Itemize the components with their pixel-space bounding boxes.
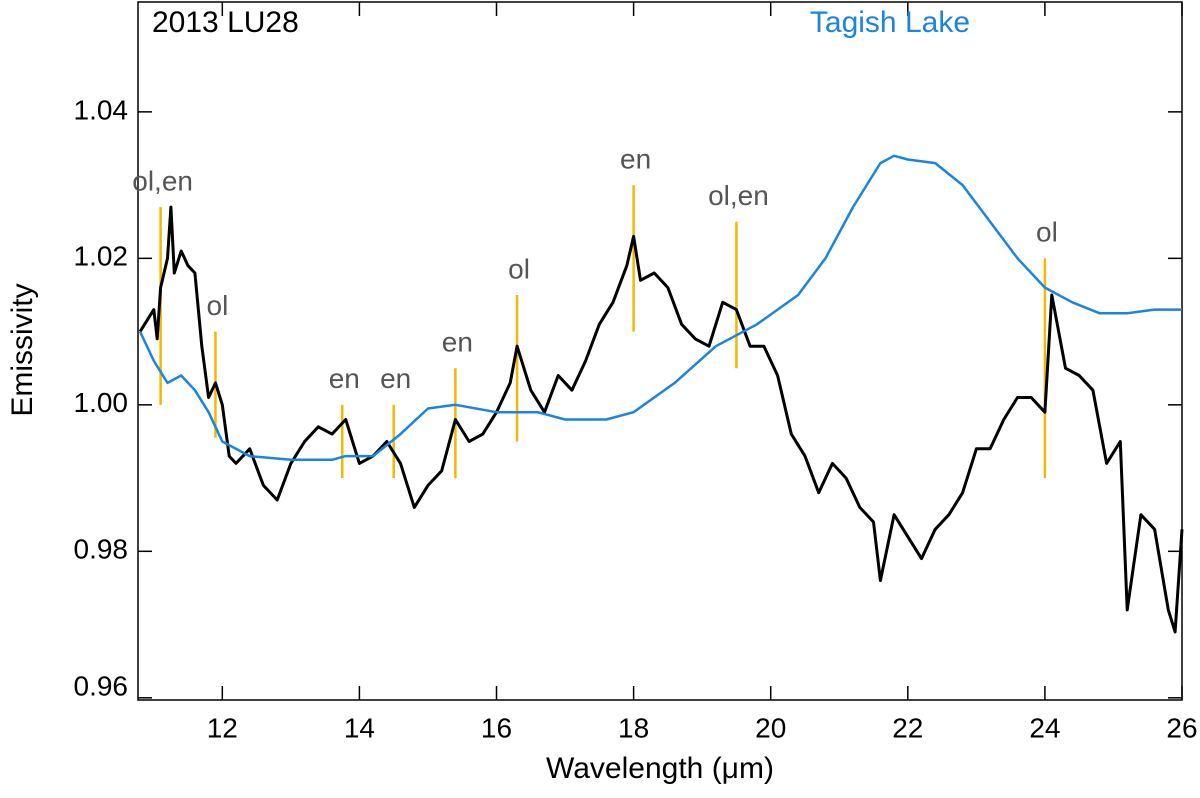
x-tick-label: 20 xyxy=(755,712,786,743)
x-axis-label: Wavelength (μm) xyxy=(546,752,774,785)
legend-label: Tagish Lake xyxy=(810,6,970,39)
annotation-label: en xyxy=(380,363,411,394)
data-line xyxy=(138,154,1182,462)
x-tick-label: 16 xyxy=(481,712,512,743)
y-tick-label: 1.00 xyxy=(74,387,129,418)
annotation-label: ol xyxy=(1036,217,1058,248)
x-tick-label: 26 xyxy=(1166,712,1197,743)
y-tick-label: 0.98 xyxy=(74,534,129,565)
annotation-label: en xyxy=(620,143,651,174)
y-tick-label: 1.02 xyxy=(74,241,129,272)
annotation-label: ol xyxy=(508,253,530,284)
x-tick-label: 18 xyxy=(618,712,649,743)
x-tick-label: 14 xyxy=(344,712,375,743)
x-tick-label: 24 xyxy=(1029,712,1060,743)
annotation-label: ol,en xyxy=(708,180,769,211)
annotation-label: ol xyxy=(207,290,229,321)
x-tick-label: 22 xyxy=(892,712,923,743)
y-tick-label: 1.04 xyxy=(74,94,129,125)
x-tick-label: 12 xyxy=(207,712,238,743)
data-line xyxy=(138,205,1184,634)
legend-label: 2013 LU28 xyxy=(152,6,299,39)
y-tick-label: 0.96 xyxy=(74,670,129,701)
plot-frame xyxy=(137,1,1183,701)
annotation-label: ol,en xyxy=(132,165,193,196)
annotation-label: en xyxy=(442,327,473,358)
annotation-label: en xyxy=(329,363,360,394)
y-axis-label: Emissivity xyxy=(6,283,39,416)
